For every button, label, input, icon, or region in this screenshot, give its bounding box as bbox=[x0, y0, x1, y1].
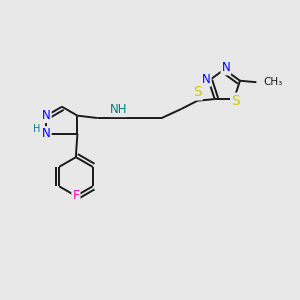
Text: CH₃: CH₃ bbox=[263, 77, 282, 87]
Text: N: N bbox=[202, 73, 211, 86]
Text: N: N bbox=[42, 109, 51, 122]
Text: NH: NH bbox=[110, 103, 128, 116]
Text: N: N bbox=[221, 61, 230, 74]
Text: H: H bbox=[33, 124, 40, 134]
Text: S: S bbox=[193, 85, 202, 99]
Text: N: N bbox=[42, 127, 51, 140]
Text: F: F bbox=[72, 190, 80, 202]
Text: S: S bbox=[231, 94, 240, 108]
